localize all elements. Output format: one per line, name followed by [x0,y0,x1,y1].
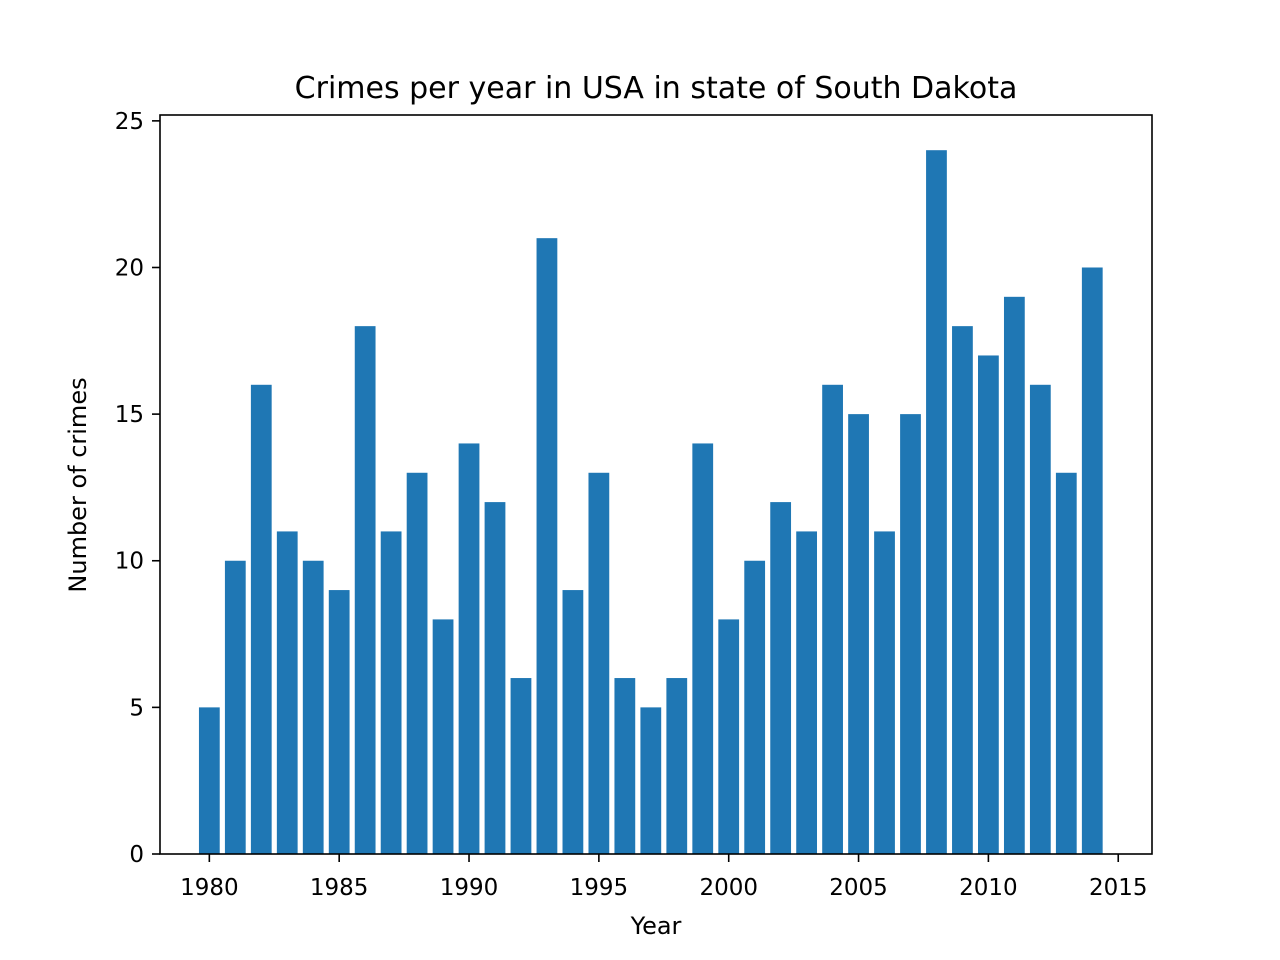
bar-1990 [458,443,480,854]
x-tick-label: 2010 [959,875,1018,901]
bar-1999 [692,443,714,854]
bar-1988 [406,472,428,854]
bar-1981 [224,560,246,854]
bar-2006 [874,531,895,854]
x-tick-label: 1985 [310,875,369,901]
x-tick-label: 2005 [829,875,888,901]
x-tick-label: 1980 [180,875,239,901]
y-tick-label: 5 [129,695,144,721]
bar-2005 [848,414,869,854]
y-tick-label: 0 [129,842,144,868]
y-axis: 0 5 10 15 20 25 [115,109,160,868]
bar-1992 [510,678,532,854]
bar-1980 [198,707,220,854]
bar-1982 [250,384,272,854]
bar-1997 [640,707,662,854]
bar-2014 [1081,267,1103,854]
bar-1993 [536,238,558,854]
x-tick-label: 1995 [570,875,629,901]
bar-2003 [796,531,818,854]
bar-1996 [614,678,636,854]
bar-1983 [276,531,298,854]
y-tick-label: 20 [115,255,144,281]
bar-1995 [588,472,610,854]
bar-2007 [900,414,921,854]
bar-2000 [718,619,740,854]
bar-2001 [744,560,766,854]
bar-2004 [822,384,843,854]
bar-2009 [952,326,973,855]
x-axis-label: Year [630,912,682,940]
bar-2011 [1003,296,1025,854]
x-tick-label: 2000 [699,875,758,901]
bar-1991 [484,502,506,854]
bar-2002 [770,502,792,854]
y-axis-label: Number of crimes [64,377,92,592]
bar-1986 [354,326,376,855]
bar-2012 [1029,384,1051,854]
x-tick-label: 1990 [440,875,499,901]
bar-1994 [562,590,584,854]
bar-2010 [978,355,999,854]
bar-2013 [1055,472,1077,854]
bar-1985 [328,590,350,854]
bars-group [198,150,1103,855]
x-tick-label: 2015 [1089,875,1148,901]
y-tick-label: 25 [115,109,144,135]
bar-1987 [380,531,402,854]
bar-1984 [302,560,324,854]
bar-1998 [666,678,688,854]
chart-title: Crimes per year in USA in state of South… [295,71,1018,106]
x-axis: 1980 1985 1990 1995 2000 2005 2010 2015 [180,854,1148,901]
y-tick-label: 15 [115,402,144,428]
bar-1989 [432,619,454,854]
y-tick-label: 10 [115,549,144,575]
bar-2008 [926,150,947,854]
plot-frame [159,114,1153,855]
